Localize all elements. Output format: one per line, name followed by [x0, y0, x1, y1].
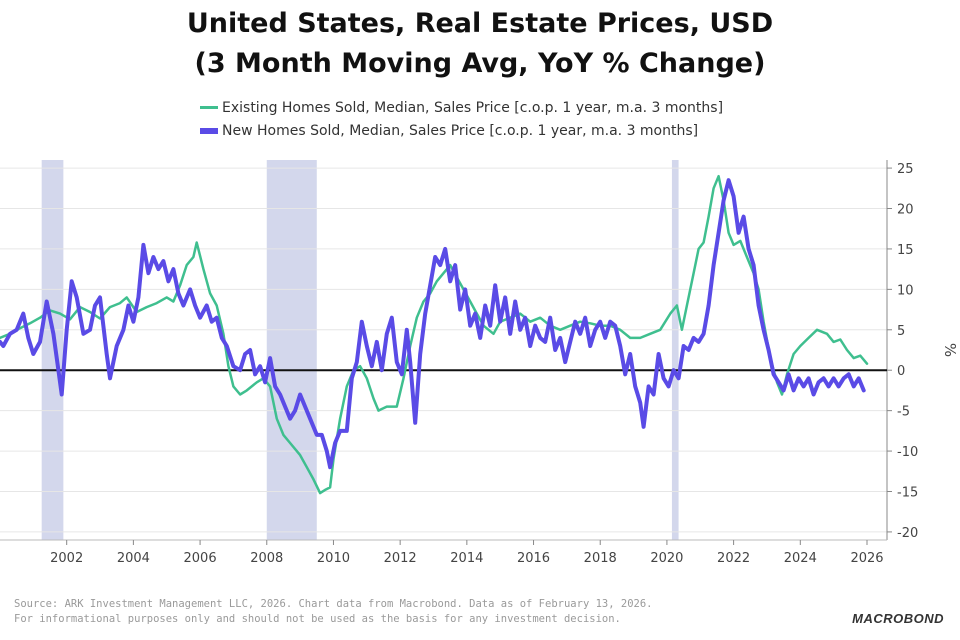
x-tick-label: 2010: [317, 551, 350, 566]
legend-label-new: New Homes Sold, Median, Sales Price [c.o…: [222, 122, 699, 139]
chart-footer: Source: ARK Investment Management LLC, 2…: [14, 597, 652, 627]
recession-band-0: [41, 160, 64, 540]
legend-item-new: New Homes Sold, Median, Sales Price [c.o…: [200, 119, 723, 142]
macrobond-logo: MACROBOND: [852, 611, 944, 626]
recession-band-1: [266, 160, 317, 540]
x-tick-label: 2002: [50, 551, 83, 566]
x-tick-label: 2012: [384, 551, 417, 566]
chart-title-line-2: (3 Month Moving Avg, YoY % Change): [194, 48, 766, 79]
x-tick-label: 2026: [850, 551, 883, 566]
y-tick-label: -15: [897, 485, 918, 500]
x-tick-label: 2008: [250, 551, 283, 566]
x-tick-label: 2004: [117, 551, 150, 566]
chart-title-line-1: United States, Real Estate Prices, USD: [186, 8, 774, 39]
chart-title: United States, Real Estate Prices, USD (…: [0, 4, 960, 84]
series-line-existing-homes: [0, 174, 869, 495]
x-tick-label: 2024: [784, 551, 817, 566]
y-tick-label: 10: [897, 283, 914, 298]
y-tick-label: -20: [897, 526, 918, 541]
y-tick-label: 0: [897, 364, 905, 379]
x-tick-label: 2018: [584, 551, 617, 566]
x-tick-label: 2014: [450, 551, 483, 566]
x-tick-label: 2016: [517, 551, 550, 566]
recession-band-2: [671, 160, 679, 540]
y-tick-label: 20: [897, 203, 914, 218]
x-tick-label: 2006: [184, 551, 217, 566]
legend-swatch-new: [200, 127, 218, 134]
y-tick-label: 25: [897, 162, 914, 177]
series-line-new-homes: [0, 178, 866, 470]
y-axis-label: %: [941, 343, 959, 357]
y-tick-label: 15: [897, 243, 914, 258]
source-note: Source: ARK Investment Management LLC, 2…: [14, 598, 653, 610]
legend-label-existing: Existing Homes Sold, Median, Sales Price…: [222, 99, 724, 116]
x-tick-label: 2022: [717, 551, 750, 566]
legend-swatch-existing: [200, 106, 218, 109]
x-tick-label: 2020: [650, 551, 683, 566]
y-tick-label: 5: [897, 324, 905, 339]
chart-legend: Existing Homes Sold, Median, Sales Price…: [200, 96, 723, 142]
disclaimer-note: For informational purposes only and shou…: [14, 613, 621, 625]
line-chart: -20 -15 -10 -5 0 5 10 15 20 25 2002 2004 2006 2008 201…: [0, 160, 959, 566]
y-tick-label: -10: [897, 445, 918, 460]
legend-item-existing: Existing Homes Sold, Median, Sales Price…: [200, 96, 723, 119]
y-tick-label: -5: [897, 405, 910, 420]
